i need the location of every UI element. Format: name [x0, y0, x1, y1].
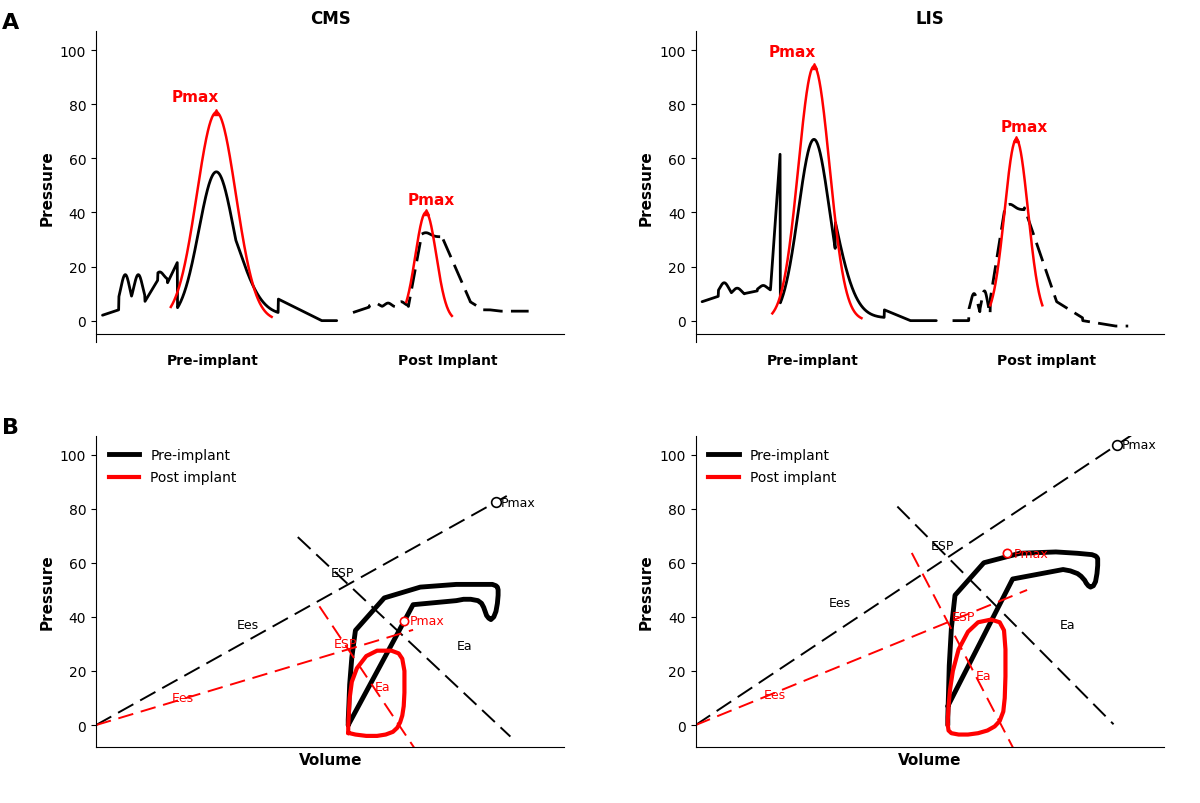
Text: ESP: ESP — [334, 638, 358, 650]
Y-axis label: Pressure: Pressure — [40, 149, 54, 226]
Title: CMS: CMS — [310, 10, 350, 28]
Text: Pre-implant: Pre-implant — [767, 353, 859, 368]
Text: A: A — [2, 14, 19, 34]
Text: Ea: Ea — [976, 669, 991, 683]
Legend: Pre-implant, Post implant: Pre-implant, Post implant — [103, 443, 242, 491]
Legend: Pre-implant, Post implant: Pre-implant, Post implant — [702, 443, 841, 491]
Text: Ea: Ea — [456, 639, 472, 653]
Text: Ees: Ees — [172, 691, 193, 704]
Text: Ees: Ees — [236, 618, 258, 631]
Text: ESP: ESP — [952, 610, 974, 624]
Text: Pmax: Pmax — [1014, 547, 1049, 560]
Text: Ea: Ea — [1060, 618, 1075, 631]
Text: Pmax: Pmax — [1001, 120, 1048, 135]
Y-axis label: Pressure: Pressure — [40, 553, 54, 630]
Text: Pmax: Pmax — [172, 91, 218, 105]
Text: Ea: Ea — [374, 680, 390, 693]
Text: Pmax: Pmax — [1122, 438, 1157, 451]
Text: Pre-implant: Pre-implant — [167, 353, 259, 368]
Text: Pmax: Pmax — [768, 44, 816, 59]
Text: Post implant: Post implant — [997, 353, 1097, 368]
Y-axis label: Pressure: Pressure — [638, 553, 654, 630]
X-axis label: Volume: Volume — [898, 752, 961, 768]
Text: ESP: ESP — [331, 566, 354, 579]
Text: Pmax: Pmax — [409, 614, 444, 628]
Text: Pmax: Pmax — [502, 496, 535, 509]
Text: ESP: ESP — [930, 540, 954, 552]
Text: Pmax: Pmax — [408, 193, 455, 208]
Title: LIS: LIS — [916, 10, 944, 28]
Text: Post Implant: Post Implant — [397, 353, 497, 368]
Y-axis label: Pressure: Pressure — [638, 149, 654, 226]
Text: Ees: Ees — [763, 688, 786, 701]
Text: Ees: Ees — [829, 597, 851, 609]
X-axis label: Volume: Volume — [299, 752, 362, 768]
Text: B: B — [2, 418, 19, 438]
